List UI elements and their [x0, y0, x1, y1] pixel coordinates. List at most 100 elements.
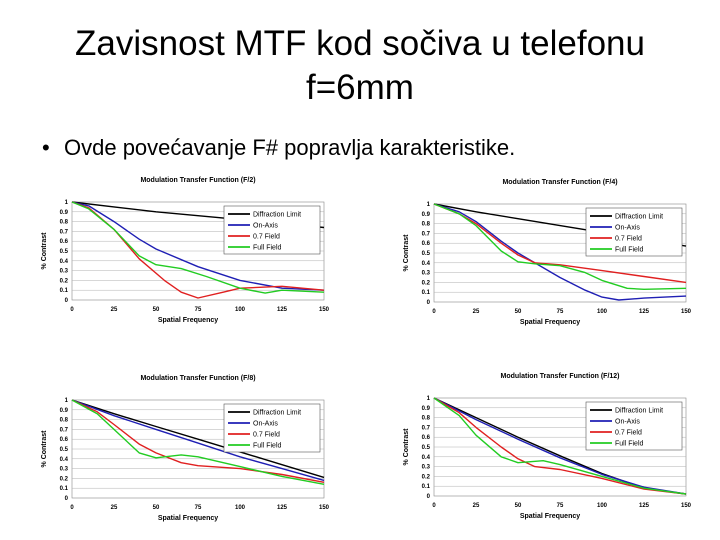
y-tick-label: 0.5 [422, 445, 431, 451]
x-tick-label: 150 [319, 505, 330, 511]
y-tick-label: 0.2 [422, 474, 431, 480]
y-tick-label: 0 [427, 494, 431, 500]
slide-title-line1: Zavisnost MTF kod sočiva u telefonu [75, 24, 645, 63]
mtf-chart-f12: Modulation Transfer Function (F/12) 0 0.1 0… [403, 373, 692, 520]
y-tick-label: 0.4 [60, 457, 69, 463]
x-tick-label: 100 [597, 503, 608, 509]
legend-label-field-07: 0.7 Field [615, 236, 642, 243]
x-axis-label: Spatial Frequency [158, 317, 218, 324]
y-tick-label: 1 [427, 202, 431, 208]
legend-label-field-07: 0.7 Field [253, 432, 280, 439]
slide-title-line2: f=6mm [306, 68, 414, 107]
bullet-dot-icon: • [42, 135, 50, 160]
y-tick-label: 0.1 [422, 484, 431, 490]
series-line-on-axis [433, 203, 687, 301]
legend-label-field-07: 0.7 Field [615, 430, 642, 437]
mtf-chart-f2: Modulation Transfer Function (F/2) 0 0.1 0.… [41, 177, 330, 324]
y-tick-label: 0 [427, 300, 431, 306]
x-tick-label: 50 [515, 309, 522, 315]
mtf-chart-f8: Modulation Transfer Function (F/8) 0 0.1 0.… [41, 375, 330, 522]
x-axis-label: Spatial Frequency [158, 515, 218, 522]
series-line-full-field [71, 201, 325, 294]
y-tick-label: 0 [65, 298, 69, 304]
legend-label-on-axis: On-Axis [615, 419, 640, 426]
y-tick-label: 0.6 [422, 435, 431, 441]
x-tick-label: 125 [277, 505, 288, 511]
y-tick-label: 0.8 [422, 416, 431, 422]
series-line-field-07 [433, 203, 687, 284]
series-line-diffraction-limit [71, 399, 325, 479]
y-axis-label: % Contrast [403, 428, 410, 466]
x-tick-label: 25 [111, 307, 118, 313]
x-tick-label: 25 [473, 503, 480, 509]
y-tick-label: 0.8 [60, 418, 69, 424]
x-tick-label: 75 [195, 505, 202, 511]
x-tick-label: 0 [70, 307, 74, 313]
chart-title: Modulation Transfer Function (F/4) [502, 179, 617, 186]
x-tick-label: 50 [153, 307, 160, 313]
y-tick-label: 0.7 [422, 231, 431, 237]
legend-label-on-axis: On-Axis [253, 421, 278, 428]
legend-label-full-field: Full Field [253, 443, 282, 450]
x-tick-label: 125 [277, 307, 288, 313]
y-tick-label: 0.6 [60, 239, 69, 245]
y-tick-label: 0.3 [422, 465, 431, 471]
y-tick-label: 0.6 [422, 241, 431, 247]
x-tick-label: 25 [111, 505, 118, 511]
y-tick-label: 0.7 [422, 425, 431, 431]
x-tick-label: 100 [597, 309, 608, 315]
x-tick-label: 75 [195, 307, 202, 313]
y-tick-label: 0.3 [422, 271, 431, 277]
y-axis-label: % Contrast [403, 234, 410, 272]
y-tick-label: 0.2 [60, 278, 69, 284]
legend-label-diffraction-limit: Diffraction Limit [615, 408, 663, 415]
y-tick-label: 0.9 [422, 212, 431, 218]
legend-label-full-field: Full Field [615, 247, 644, 254]
y-tick-label: 0.1 [60, 288, 69, 294]
y-axis-label: % Contrast [41, 430, 48, 468]
y-tick-label: 0.2 [422, 280, 431, 286]
x-tick-label: 0 [432, 503, 436, 509]
x-tick-label: 125 [639, 309, 650, 315]
x-tick-label: 25 [473, 309, 480, 315]
x-tick-label: 125 [639, 503, 650, 509]
legend-label-diffraction-limit: Diffraction Limit [253, 410, 301, 417]
y-tick-label: 0.4 [422, 455, 431, 461]
y-tick-label: 0.9 [422, 406, 431, 412]
series-line-on-axis [71, 399, 325, 482]
series-line-full-field [433, 203, 687, 290]
y-tick-label: 0.6 [60, 437, 69, 443]
legend-label-diffraction-limit: Diffraction Limit [615, 214, 663, 221]
legend-label-full-field: Full Field [615, 441, 644, 448]
series-line-full-field [71, 399, 325, 485]
x-tick-label: 150 [681, 503, 692, 509]
y-tick-label: 0.7 [60, 427, 69, 433]
legend-label-on-axis: On-Axis [615, 225, 640, 232]
chart-title: Modulation Transfer Function (F/12) [501, 373, 620, 380]
x-tick-label: 75 [557, 309, 564, 315]
y-tick-label: 1 [427, 396, 431, 402]
x-tick-label: 100 [235, 505, 246, 511]
y-tick-label: 0.4 [422, 261, 431, 267]
y-tick-label: 1 [65, 200, 69, 206]
x-tick-label: 0 [70, 505, 74, 511]
x-tick-label: 150 [681, 309, 692, 315]
y-tick-label: 1 [65, 398, 69, 404]
legend-label-full-field: Full Field [253, 245, 282, 252]
series-line-full-field [433, 397, 687, 495]
legend-label-field-07: 0.7 Field [253, 234, 280, 241]
bullet-text: Ovde povećavanje F# popravlja karakteris… [64, 135, 516, 160]
slide-title: Zavisnost MTF kod sočiva u telefonu f=6m… [0, 22, 720, 110]
x-tick-label: 0 [432, 309, 436, 315]
x-tick-label: 150 [319, 307, 330, 313]
legend-label-on-axis: On-Axis [253, 223, 278, 230]
chart-title: Modulation Transfer Function (F/2) [140, 177, 255, 184]
y-tick-label: 0.5 [422, 251, 431, 257]
y-tick-label: 0.8 [422, 222, 431, 228]
mtf-chart-f4: Modulation Transfer Function (F/4) 0 0.1 0.… [403, 179, 692, 326]
x-axis-label: Spatial Frequency [520, 513, 580, 520]
x-tick-label: 50 [515, 503, 522, 509]
y-tick-label: 0.9 [60, 210, 69, 216]
y-tick-label: 0.8 [60, 220, 69, 226]
y-tick-label: 0.4 [60, 259, 69, 265]
